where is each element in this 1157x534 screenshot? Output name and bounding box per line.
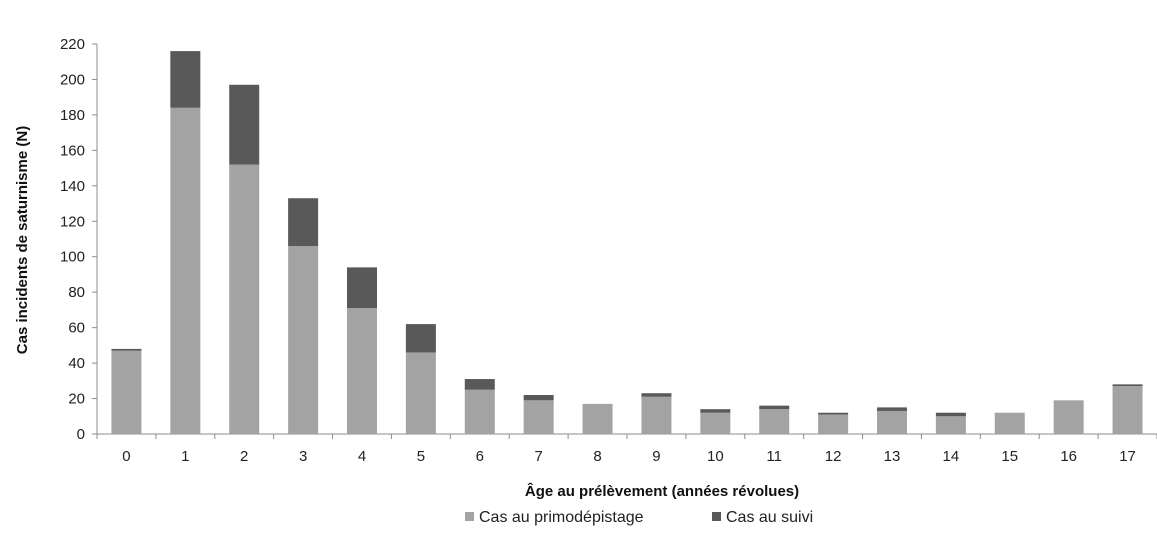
bar-primodepistage bbox=[288, 246, 319, 434]
x-tick-label: 0 bbox=[122, 448, 130, 465]
bar-primodepistage bbox=[229, 164, 260, 434]
y-tick-label: 160 bbox=[60, 142, 85, 159]
y-axis-title: Cas incidents de saturnisme (N) bbox=[14, 126, 31, 354]
bar-primodepistage bbox=[347, 308, 377, 434]
x-tick-label: 9 bbox=[652, 448, 660, 465]
y-tick-label: 120 bbox=[60, 213, 85, 230]
legend-label: Cas au suivi bbox=[726, 509, 813, 526]
bar-suivi bbox=[935, 412, 966, 417]
bar-primodepistage bbox=[759, 409, 790, 434]
x-tick-label: 4 bbox=[358, 448, 366, 465]
bar-primodepistage bbox=[700, 412, 731, 434]
y-tick-label: 40 bbox=[68, 355, 85, 372]
x-tick-label: 16 bbox=[1060, 448, 1077, 465]
y-tick-label: 0 bbox=[77, 426, 85, 443]
y-tick-label: 200 bbox=[60, 71, 85, 88]
x-tick-label: 12 bbox=[825, 448, 842, 465]
x-tick-label: 17 bbox=[1119, 448, 1136, 465]
bar-primodepistage bbox=[877, 410, 907, 434]
x-tick-label: 8 bbox=[593, 448, 601, 465]
x-tick-label: 15 bbox=[1001, 448, 1018, 465]
bar-suivi bbox=[170, 51, 201, 108]
y-tick-label: 220 bbox=[60, 36, 85, 53]
x-tick-label: 6 bbox=[476, 448, 484, 465]
legend-label: Cas au primodépistage bbox=[479, 509, 644, 526]
bar-primodepistage bbox=[111, 350, 142, 434]
bar-primodepistage bbox=[582, 403, 613, 434]
bar-suivi bbox=[759, 405, 790, 410]
bar-suivi bbox=[1112, 384, 1143, 387]
x-axis: 0 1 2 3 4 5 6 7 8 9 10 11 12 13 14 15 16 17 bbox=[96, 433, 1157, 465]
bar-primodepistage bbox=[641, 396, 672, 434]
bar-primodepistage bbox=[1112, 386, 1143, 434]
x-tick-label: 13 bbox=[884, 448, 901, 465]
bar-suivi bbox=[464, 379, 495, 390]
bar-suivi bbox=[523, 395, 554, 401]
bar-suivi bbox=[641, 393, 672, 397]
bar-suivi bbox=[229, 84, 260, 165]
y-tick-label: 20 bbox=[68, 391, 85, 408]
bar-primodepistage bbox=[170, 107, 201, 435]
x-tick-label: 7 bbox=[534, 448, 542, 465]
bar-suivi bbox=[877, 407, 907, 411]
bar-primodepistage bbox=[818, 414, 849, 434]
x-tick-label: 5 bbox=[417, 448, 425, 465]
legend-swatch bbox=[712, 512, 721, 521]
y-tick-label: 80 bbox=[68, 284, 85, 301]
bar-suivi bbox=[700, 409, 731, 413]
x-tick-label: 14 bbox=[943, 448, 960, 465]
bar-suivi bbox=[405, 324, 436, 353]
y-tick-label: 180 bbox=[60, 107, 85, 124]
bar-primodepistage bbox=[994, 412, 1025, 434]
y-axis: 0 20 40 60 80 100 120 140 160 180 200 220 bbox=[60, 36, 98, 443]
bar-suivi bbox=[288, 198, 319, 247]
bar-primodepistage bbox=[405, 352, 436, 434]
x-tick-label: 2 bbox=[240, 448, 248, 465]
y-tick-label: 100 bbox=[60, 249, 85, 266]
x-tick-label: 11 bbox=[766, 448, 782, 465]
x-tick-label: 1 bbox=[181, 448, 189, 465]
bar-suivi bbox=[111, 348, 142, 351]
bar-primodepistage bbox=[1053, 400, 1084, 434]
x-tick-label: 3 bbox=[299, 448, 307, 465]
bars bbox=[111, 51, 1143, 435]
legend-swatch bbox=[465, 512, 474, 521]
x-tick-label: 10 bbox=[707, 448, 724, 465]
bar-primodepistage bbox=[935, 416, 966, 434]
legend: Cas au primodépistage Cas au suivi bbox=[465, 509, 813, 526]
bar-suivi bbox=[347, 267, 377, 309]
bar-suivi bbox=[818, 412, 849, 415]
x-axis-title: Âge au prélèvement (années révolues) bbox=[525, 482, 799, 500]
bar-primodepistage bbox=[523, 400, 554, 434]
y-tick-label: 60 bbox=[68, 320, 85, 337]
bar-primodepistage bbox=[464, 389, 495, 434]
y-tick-label: 140 bbox=[60, 178, 85, 195]
